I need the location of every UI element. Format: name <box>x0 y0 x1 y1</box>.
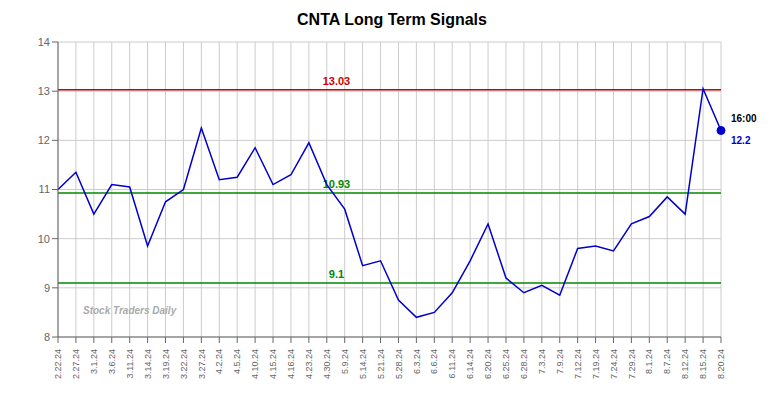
svg-text:6.6.24: 6.6.24 <box>429 349 439 374</box>
svg-text:4.15.24: 4.15.24 <box>268 349 278 379</box>
svg-text:7.19.24: 7.19.24 <box>591 349 601 379</box>
svg-text:6.25.24: 6.25.24 <box>501 349 511 379</box>
svg-text:2.22.24: 2.22.24 <box>53 349 63 379</box>
svg-text:8.12.24: 8.12.24 <box>680 349 690 379</box>
svg-text:5.9.24: 5.9.24 <box>340 349 350 374</box>
svg-text:7.3.24: 7.3.24 <box>537 349 547 374</box>
svg-text:5.14.24: 5.14.24 <box>358 349 368 379</box>
svg-text:7.12.24: 7.12.24 <box>573 349 583 379</box>
svg-text:3.1.24: 3.1.24 <box>89 349 99 374</box>
svg-text:5.21.24: 5.21.24 <box>376 349 386 379</box>
svg-text:3.11.24: 3.11.24 <box>125 349 135 378</box>
svg-text:12.2: 12.2 <box>731 135 751 146</box>
svg-text:8.20.24: 8.20.24 <box>716 349 726 379</box>
html-text:Stock Traders Daily: Stock Traders Daily <box>83 305 177 316</box>
svg-text:3.14.24: 3.14.24 <box>143 349 153 379</box>
svg-text:4.23.24: 4.23.24 <box>304 349 314 379</box>
svg-text:4.2.24: 4.2.24 <box>214 349 224 374</box>
svg-text:8.7.24: 8.7.24 <box>662 349 672 374</box>
svg-text:4.5.24: 4.5.24 <box>232 349 242 374</box>
svg-text:3.27.24: 3.27.24 <box>197 349 207 379</box>
svg-text:12: 12 <box>38 134 50 146</box>
svg-text:13: 13 <box>38 85 50 97</box>
svg-text:7.24.24: 7.24.24 <box>609 349 619 379</box>
svg-text:6.14.24: 6.14.24 <box>465 349 475 379</box>
svg-text:8.1.24: 8.1.24 <box>644 349 654 374</box>
svg-text:11: 11 <box>39 183 50 195</box>
svg-text:8.15.24: 8.15.24 <box>698 349 708 379</box>
html-text:CNTA Long Term Signals: CNTA Long Term Signals <box>297 11 487 28</box>
svg-text:3.22.24: 3.22.24 <box>179 349 189 379</box>
svg-text:9: 9 <box>44 282 50 294</box>
svg-text:3.19.24: 3.19.24 <box>161 349 171 379</box>
svg-text:2.27.24: 2.27.24 <box>71 349 81 379</box>
svg-text:6.3.24: 6.3.24 <box>412 349 422 374</box>
svg-text:9.1: 9.1 <box>329 268 344 280</box>
svg-text:16:00: 16:00 <box>731 113 757 124</box>
svg-text:7.29.24: 7.29.24 <box>627 349 637 379</box>
svg-text:14: 14 <box>38 36 50 48</box>
svg-text:6.11.24: 6.11.24 <box>447 349 457 378</box>
svg-text:10: 10 <box>38 233 50 245</box>
svg-text:5.28.24: 5.28.24 <box>394 349 404 379</box>
svg-text:3.6.24: 3.6.24 <box>107 349 117 374</box>
svg-text:4.16.24: 4.16.24 <box>286 349 296 379</box>
svg-text:10.93: 10.93 <box>322 177 351 190</box>
svg-text:4.10.24: 4.10.24 <box>250 349 260 379</box>
svg-text:6.28.24: 6.28.24 <box>519 349 529 379</box>
svg-text:6.20.24: 6.20.24 <box>483 349 493 379</box>
svg-text:8: 8 <box>44 331 50 343</box>
svg-text:7.9.24: 7.9.24 <box>555 349 565 374</box>
svg-text:4.30.24: 4.30.24 <box>322 349 332 379</box>
svg-text:13.03: 13.03 <box>323 75 351 87</box>
